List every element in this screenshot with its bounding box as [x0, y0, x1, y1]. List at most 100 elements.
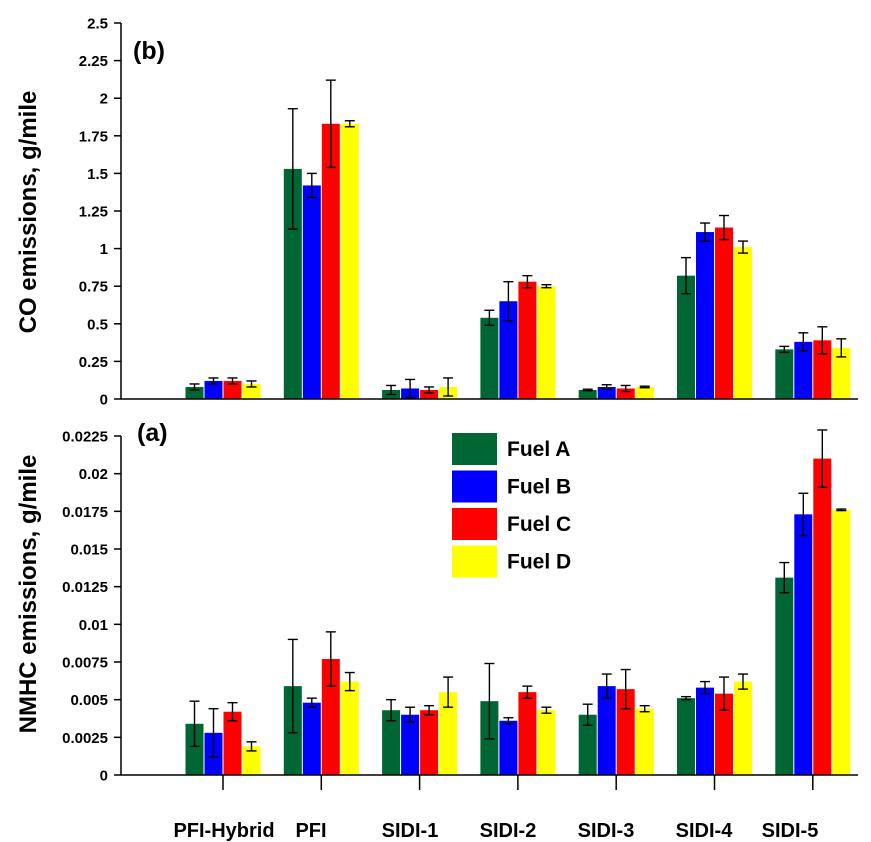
error-bar	[405, 378, 416, 399]
category-label: SIDI-2	[480, 820, 537, 842]
error-bar	[208, 377, 219, 385]
bar	[518, 692, 537, 775]
bar	[696, 687, 714, 775]
error-bar	[208, 708, 219, 758]
error-bar	[836, 508, 847, 512]
error-bar	[287, 638, 298, 734]
category-label: SIDI-1	[382, 820, 439, 842]
legend-item: Fuel B	[452, 470, 571, 503]
bar	[223, 711, 242, 775]
error-bar	[639, 385, 650, 389]
bar	[616, 689, 635, 775]
bar	[223, 380, 242, 399]
series-fuel-a	[185, 108, 794, 399]
error-bar	[522, 274, 533, 289]
y-tick-label: 0.005	[70, 692, 108, 709]
legend-item: Fuel A	[452, 433, 570, 465]
error-bar	[227, 377, 238, 385]
error-bar	[386, 384, 397, 396]
error-bar	[798, 332, 809, 352]
bar	[302, 702, 321, 775]
error-bar	[738, 240, 748, 254]
y-tick-label: 2	[100, 91, 108, 108]
bar	[382, 710, 401, 775]
error-bar	[484, 662, 495, 740]
error-bar	[601, 673, 612, 699]
y-tick-label: 0.0125	[62, 579, 108, 596]
bar	[813, 340, 832, 399]
bar	[734, 681, 752, 775]
bar	[242, 746, 261, 775]
error-bar	[681, 256, 691, 295]
legend-label: Fuel A	[507, 438, 570, 461]
error-bar	[443, 377, 454, 397]
error-bar	[325, 79, 336, 169]
bar	[302, 185, 321, 399]
error-bar	[582, 703, 593, 726]
series-fuel-d	[242, 508, 851, 775]
bar	[794, 514, 813, 775]
error-bar	[620, 384, 631, 393]
error-bar	[227, 701, 238, 722]
bar	[696, 232, 714, 399]
category-label: PFI-Hybrid	[173, 820, 274, 842]
bar	[537, 286, 556, 399]
bar	[340, 123, 359, 399]
co-panel: 0 0.25 0.5 0.75 1 1.25 1.5 1.75 2 2.25 2.5 CO emiss…	[15, 16, 858, 409]
bar	[677, 698, 695, 775]
bar	[321, 123, 340, 399]
bar	[635, 386, 654, 399]
error-bar	[405, 706, 416, 723]
error-bar	[306, 697, 317, 708]
error-bar	[424, 704, 435, 716]
error-bar	[620, 668, 631, 710]
y-tick-label: 0.0075	[62, 655, 108, 672]
nmhc-panel: 0 0.0025 0.005 0.0075 0.01 0.0125 0.015 0.0175 0…	[15, 419, 858, 790]
error-bar	[386, 698, 397, 722]
error-bar	[189, 700, 200, 748]
error-bar	[246, 380, 257, 388]
bar	[597, 386, 616, 399]
y-tick-label: 0.0175	[62, 504, 108, 521]
error-bar	[798, 492, 809, 537]
error-bar	[719, 214, 729, 241]
panel-label: (a)	[137, 419, 168, 447]
series-fuel-c	[223, 429, 832, 775]
y-tick-label: 2.25	[79, 53, 108, 70]
error-bar	[700, 680, 710, 695]
bar	[578, 389, 597, 399]
bar	[813, 458, 832, 775]
error-bar	[424, 386, 435, 394]
bar	[775, 349, 794, 399]
bar	[715, 693, 733, 775]
y-tick-label: 0.02	[79, 466, 108, 483]
bar	[185, 723, 204, 775]
category-label: SIDI-5	[762, 820, 819, 842]
error-bar	[344, 120, 355, 128]
category-label: PFI	[295, 820, 326, 842]
y-tick-label: 0.01	[79, 617, 108, 634]
bar	[578, 714, 597, 775]
error-bar	[582, 388, 593, 392]
panel-label: (b)	[133, 37, 165, 65]
error-bar	[738, 673, 748, 690]
error-bar	[325, 631, 336, 687]
series-fuel-b	[204, 172, 813, 399]
category-label: SIDI-4	[676, 820, 734, 842]
legend-swatch	[452, 470, 497, 503]
legend-swatch	[452, 433, 497, 465]
bar	[420, 389, 439, 399]
y-axis-title: NMHC emissions, g/mile	[15, 455, 42, 734]
y-axis-title: CO emissions, g/mile	[15, 91, 42, 334]
error-bar	[779, 345, 790, 354]
y-tick-label: 0.75	[79, 279, 108, 296]
error-bar	[287, 108, 298, 230]
bar	[715, 227, 733, 399]
series-fuel-c	[223, 79, 832, 399]
bar	[537, 710, 556, 775]
bar	[439, 692, 458, 775]
category-labels: PFI-Hybrid PFI SIDI-1 SIDI-2 SIDI-3 SIDI-4 SID…	[173, 820, 818, 842]
series-fuel-b	[204, 492, 813, 775]
legend-label: Fuel C	[507, 513, 571, 536]
